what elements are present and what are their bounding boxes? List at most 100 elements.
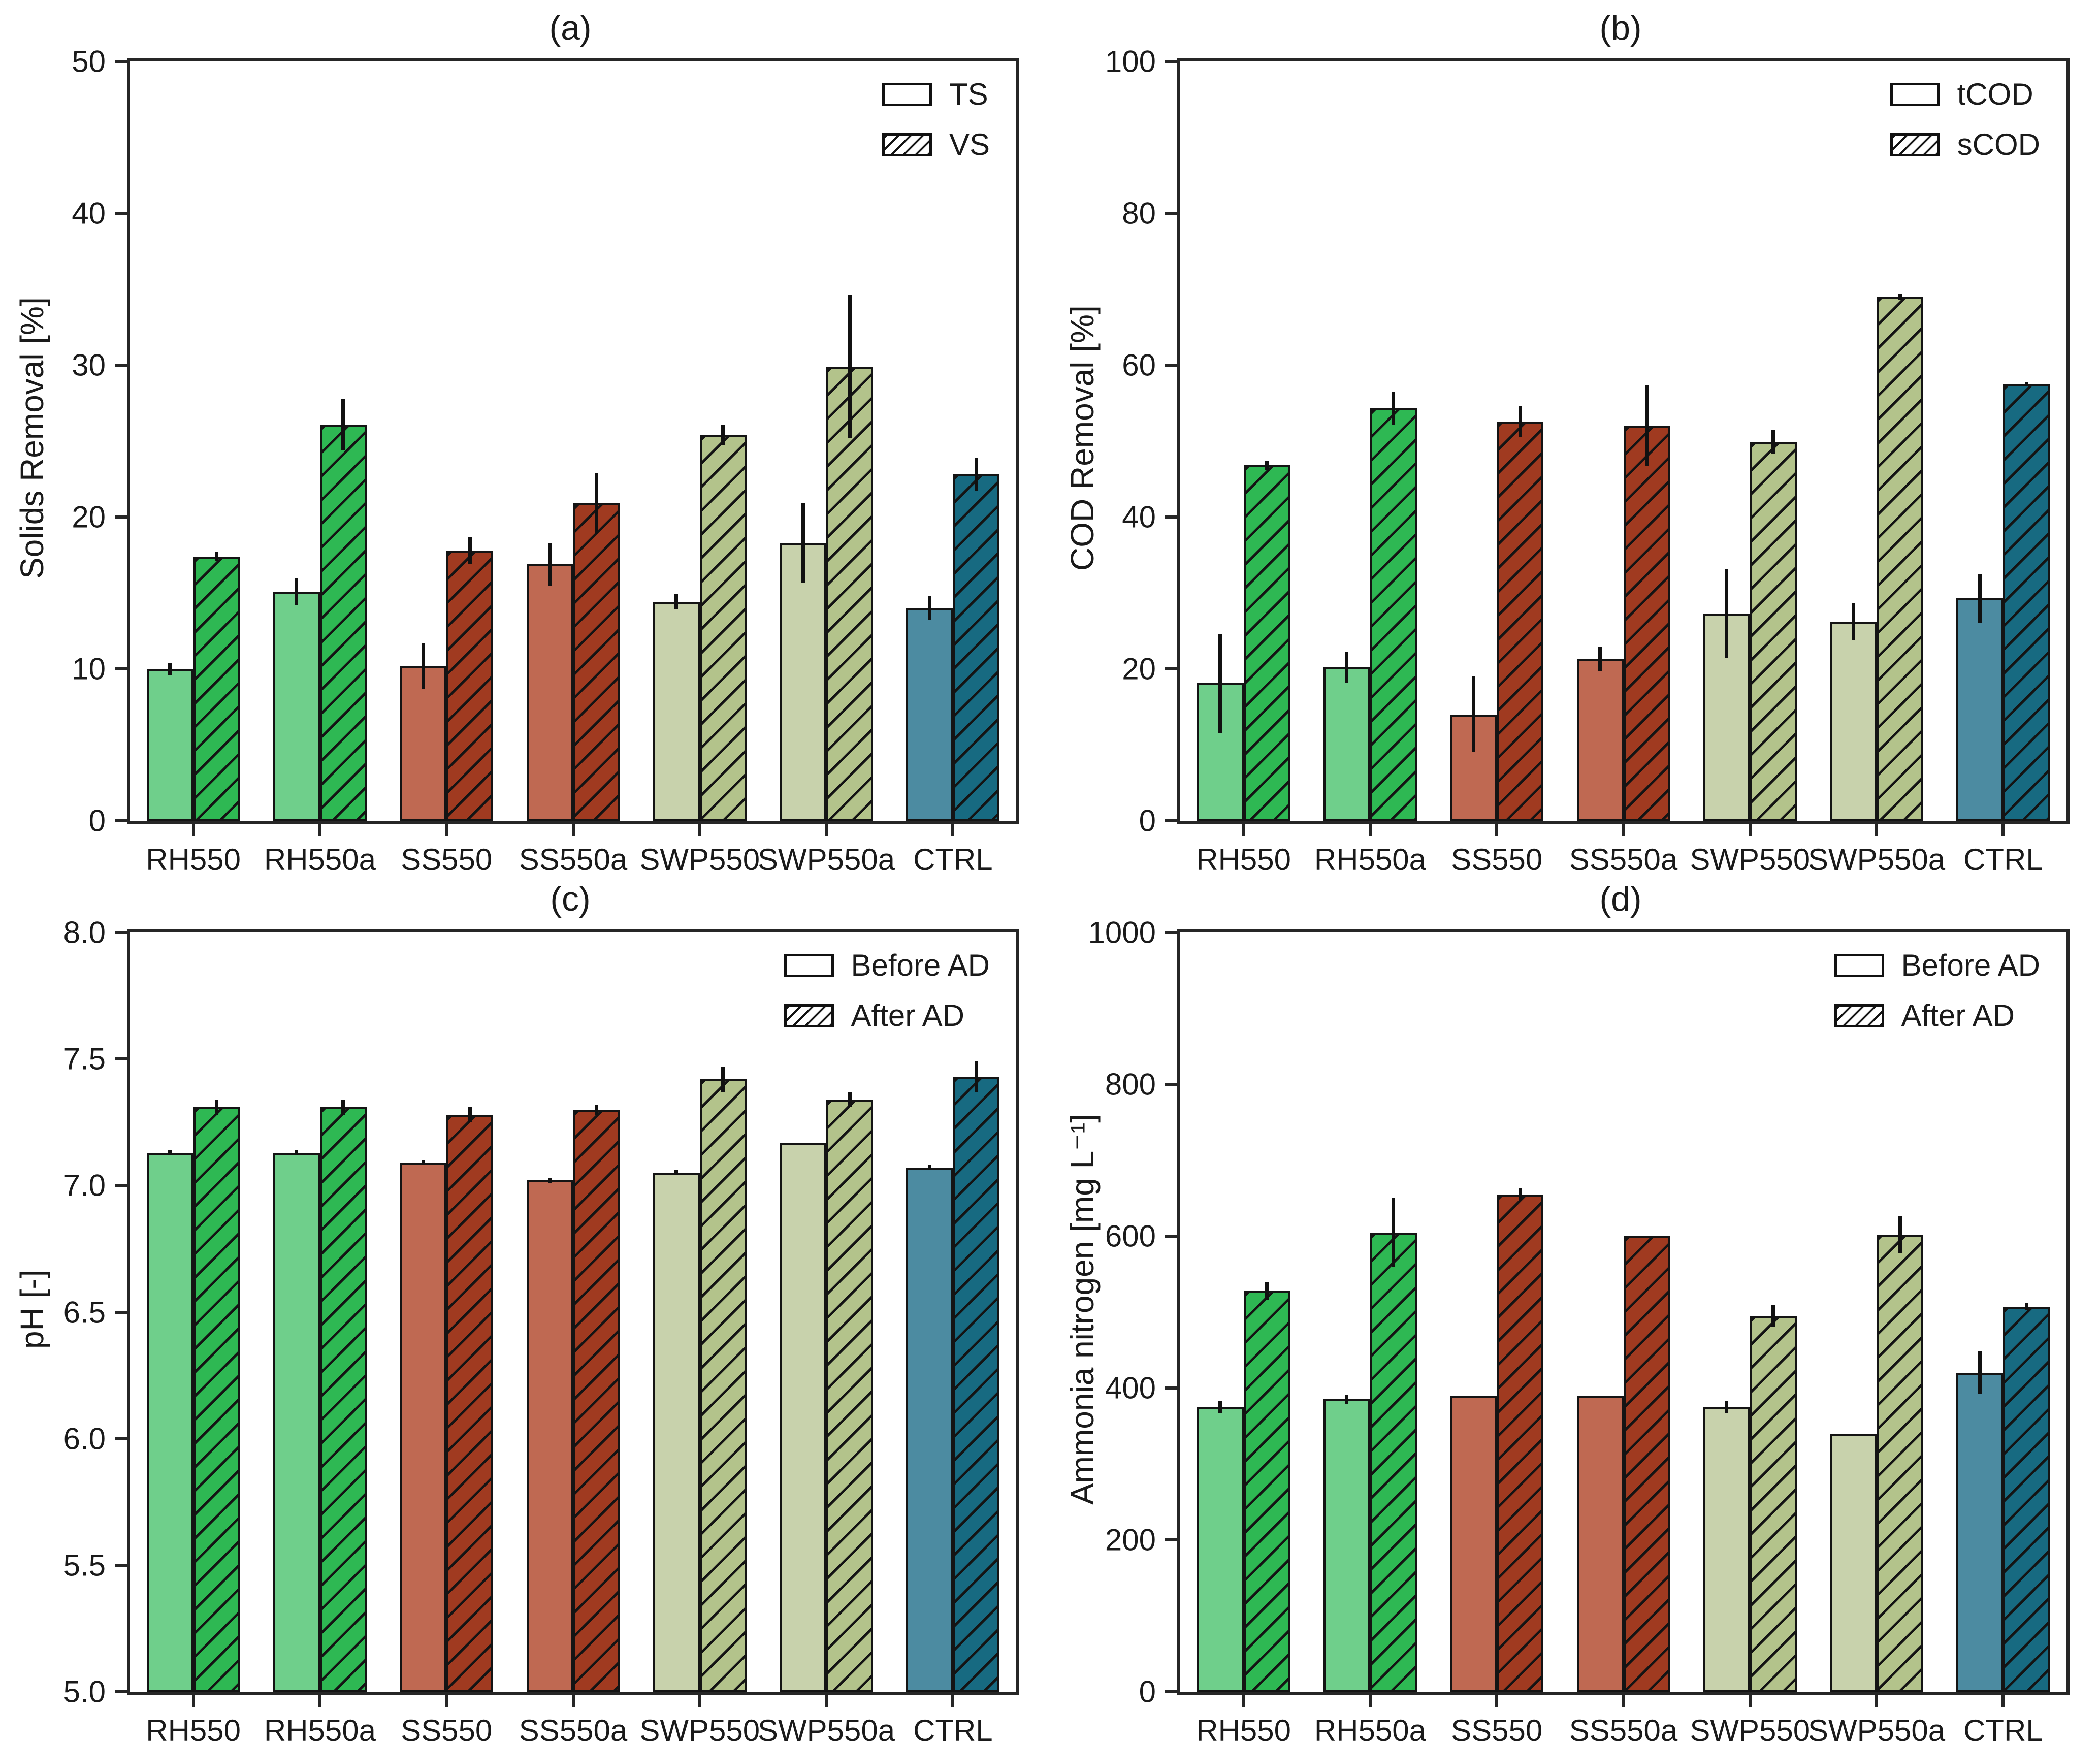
y-axis-tick bbox=[115, 515, 127, 519]
y-axis-tick bbox=[115, 1437, 127, 1440]
error-bar bbox=[674, 1170, 679, 1176]
error-bar bbox=[1345, 651, 1349, 684]
error-bar bbox=[2024, 381, 2028, 386]
bar-hatched bbox=[1750, 1315, 1797, 1692]
error-bar bbox=[974, 458, 978, 492]
bar-plain bbox=[1576, 1395, 1624, 1692]
y-tick-label: 200 bbox=[1105, 1523, 1156, 1557]
legend: Before AD After AD bbox=[784, 948, 990, 1033]
x-tick-label: RH550a bbox=[1314, 1714, 1426, 1742]
plot-area: 5.0 5.5 6.0 6.5 7.0 7.5 8.0 RH550 RH550a SS550 SS5… bbox=[63, 916, 1019, 1742]
y-tick-label: 1000 bbox=[1088, 915, 1156, 950]
error-bar bbox=[341, 398, 345, 450]
bar-plain bbox=[400, 666, 447, 821]
y-axis-tick bbox=[1165, 1386, 1177, 1390]
y-axis-tick bbox=[115, 212, 127, 215]
legend-label: Before AD bbox=[1901, 948, 2041, 982]
x-tick-label: RH550 bbox=[146, 843, 241, 877]
y-axis-tick bbox=[1165, 515, 1177, 519]
error-bar bbox=[595, 473, 598, 534]
y-axis-tick bbox=[1165, 1083, 1177, 1086]
x-axis-tick bbox=[698, 824, 701, 836]
y-axis-tick bbox=[115, 1184, 127, 1187]
error-bar bbox=[215, 1099, 219, 1115]
error-bar bbox=[721, 1067, 725, 1092]
x-axis-tick bbox=[1622, 1695, 1625, 1707]
y-tick-label: 5.0 bbox=[63, 1674, 106, 1709]
y-axis-tick bbox=[1165, 931, 1177, 934]
bar-hatched bbox=[193, 556, 240, 821]
y-axis-tick bbox=[1165, 364, 1177, 367]
bar-hatched bbox=[446, 1114, 494, 1692]
legend: TS VS bbox=[882, 77, 990, 162]
x-axis-tick bbox=[571, 1695, 575, 1707]
bar-hatched bbox=[446, 550, 494, 821]
bar-plain bbox=[1830, 622, 1877, 821]
error-bar bbox=[1218, 634, 1222, 733]
legend: Before AD After AD bbox=[1834, 948, 2041, 1033]
bar-hatched bbox=[826, 366, 874, 821]
y-axis-tick bbox=[115, 60, 127, 63]
x-axis-tick bbox=[1622, 824, 1625, 836]
plain-swatch bbox=[1890, 82, 1940, 106]
error-bar bbox=[421, 643, 425, 689]
panel-c: (c) pH [-] 5.0 5.5 6.0 6.5 7.0 7.5 8.0 RH550 RH5… bbox=[0, 871, 1050, 1742]
bar-plain bbox=[780, 1142, 827, 1692]
legend-item: Before AD bbox=[784, 948, 990, 983]
error-bar bbox=[1598, 647, 1602, 671]
error-bar bbox=[1898, 1215, 1902, 1254]
x-axis-tick bbox=[318, 824, 321, 836]
bar-hatched bbox=[1243, 465, 1290, 821]
bar-hatched bbox=[953, 474, 1000, 821]
y-axis-tick bbox=[115, 819, 127, 822]
bar-plain bbox=[146, 669, 193, 821]
error-bar bbox=[1265, 461, 1269, 470]
legend-item: After AD bbox=[1834, 998, 2041, 1033]
x-axis-tick bbox=[1495, 824, 1499, 836]
bar-hatched bbox=[1497, 1194, 1544, 1692]
x-axis-tick bbox=[2001, 824, 2005, 836]
bar-plain bbox=[1450, 1395, 1497, 1692]
bar-hatched bbox=[1370, 1232, 1417, 1692]
error-bar bbox=[1645, 385, 1649, 466]
y-axis-tick bbox=[115, 931, 127, 934]
x-tick-label: SS550a bbox=[1569, 843, 1678, 877]
bar-plain bbox=[400, 1163, 447, 1692]
panel-title: (b) bbox=[1599, 9, 1642, 47]
plot-area: 0 200 400 600 800 1000 RH550 RH550a SS550 SS550a S… bbox=[1088, 916, 2070, 1742]
bar-hatched bbox=[573, 503, 620, 821]
x-axis-tick bbox=[951, 824, 955, 836]
panel-title: (c) bbox=[550, 880, 591, 918]
error-bar bbox=[548, 1178, 552, 1183]
bar-plain bbox=[780, 542, 827, 821]
error-bar bbox=[1218, 1401, 1222, 1413]
y-axis-tick bbox=[1165, 212, 1177, 215]
error-bar bbox=[1392, 392, 1396, 426]
x-axis-tick bbox=[1242, 1695, 1245, 1707]
y-tick-label: 20 bbox=[72, 500, 106, 534]
y-axis-tick bbox=[115, 1690, 127, 1693]
x-tick-label: SWP550a bbox=[1807, 843, 1946, 877]
y-tick-label: 0 bbox=[1139, 803, 1156, 838]
y-tick-label: 7.5 bbox=[63, 1042, 106, 1076]
y-tick-label: 400 bbox=[1105, 1371, 1156, 1405]
error-bar bbox=[801, 503, 805, 583]
x-axis-tick bbox=[191, 1695, 195, 1707]
error-bar bbox=[927, 596, 931, 621]
y-axis-tick bbox=[1165, 1235, 1177, 1238]
y-tick-label: 6.5 bbox=[63, 1295, 106, 1329]
error-bar bbox=[974, 1061, 978, 1092]
bar-hatched bbox=[193, 1107, 240, 1692]
y-axis-label: Ammonia nitrogen [mg L⁻¹] bbox=[1064, 1113, 1101, 1505]
bar-hatched bbox=[1497, 421, 1544, 821]
bar-hatched bbox=[1877, 297, 1924, 821]
panel-title: (a) bbox=[549, 9, 592, 47]
bar-hatched bbox=[1243, 1291, 1290, 1692]
legend: tCOD sCOD bbox=[1890, 77, 2040, 162]
bar-plain bbox=[1956, 1373, 2004, 1692]
legend-label: VS bbox=[949, 127, 990, 162]
error-bar bbox=[341, 1099, 345, 1115]
error-bar bbox=[848, 1091, 852, 1107]
x-axis-tick bbox=[825, 824, 828, 836]
